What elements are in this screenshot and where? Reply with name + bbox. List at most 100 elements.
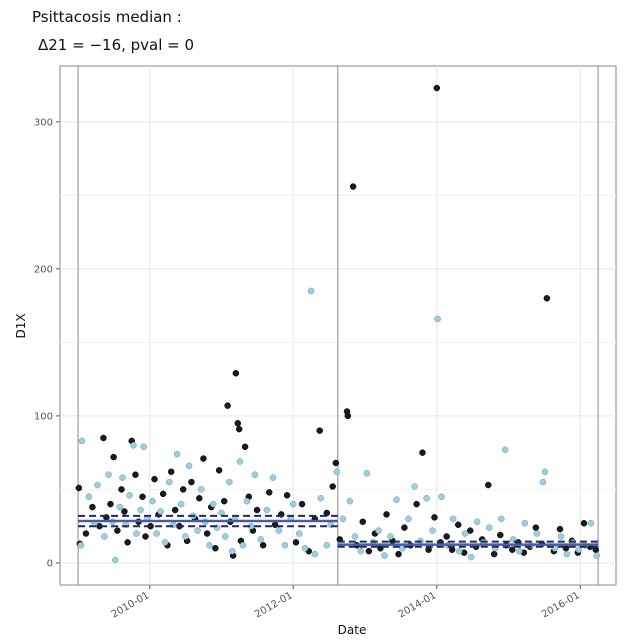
data-point-light (307, 287, 315, 295)
data-point-light (101, 533, 108, 540)
data-point-light (243, 497, 251, 505)
data-point-light (239, 542, 247, 549)
y-tick-label: 300 (34, 117, 53, 128)
data-point-dark (497, 531, 504, 539)
data-point-light (94, 481, 101, 489)
data-point-light (182, 533, 189, 540)
data-point-light (473, 518, 481, 526)
data-point-light (130, 442, 137, 449)
data-point-dark (75, 484, 83, 492)
data-point-light (461, 530, 469, 537)
data-point-dark (89, 503, 96, 511)
x-tick-label: 2014-01 (397, 590, 439, 620)
data-point-dark (234, 420, 242, 427)
data-point-light (263, 506, 271, 514)
data-point-dark (329, 483, 336, 490)
data-point-light (269, 474, 277, 481)
gridlines (60, 66, 616, 585)
data-point-dark (220, 497, 228, 505)
data-point-light (236, 458, 244, 465)
data-point-dark (159, 490, 167, 498)
data-point-light (333, 468, 341, 476)
data-point-light (516, 547, 523, 555)
x-tick-label: 2016-01 (540, 590, 582, 620)
x-axis-title: Date (338, 623, 367, 637)
data-point-dark (265, 489, 273, 496)
data-point-dark (82, 530, 90, 537)
data-point-light (194, 527, 201, 534)
data-point-light (533, 530, 541, 537)
data-point-light (486, 524, 493, 531)
data-point-dark (292, 539, 300, 546)
data-point-light (411, 483, 418, 490)
data-point-dark (543, 295, 551, 302)
data-point-light (161, 539, 169, 546)
data-point-light (226, 478, 233, 486)
data-point-dark (196, 495, 203, 502)
data-point-light (339, 515, 347, 523)
data-point-dark (316, 427, 323, 434)
data-point-light (78, 437, 86, 445)
data-point-dark (235, 425, 243, 433)
data-point-light (357, 547, 365, 555)
x-tick-label: 2010-01 (110, 590, 152, 620)
data-point-light (467, 553, 475, 561)
x-tick-label: 2012-01 (253, 590, 295, 620)
data-point-dark (431, 514, 438, 521)
data-point-light (281, 542, 289, 549)
data-point-light (112, 556, 119, 564)
title-line-1: Psittacosis median : (32, 8, 182, 26)
data-point-dark (188, 478, 195, 486)
data-point-light (133, 530, 140, 537)
data-point-light (363, 470, 371, 477)
data-point-dark (171, 506, 179, 514)
data-point-light (541, 468, 549, 476)
data-point-dark (359, 518, 367, 526)
data-point-dark (401, 524, 408, 531)
data-point-light (498, 515, 505, 523)
data-point-light (251, 471, 259, 478)
data-point-light (393, 496, 400, 503)
data-point-dark (110, 453, 117, 461)
data-point-dark (179, 486, 187, 493)
changepoint-lines (77, 66, 599, 585)
data-point-dark (490, 550, 498, 558)
data-point-dark (443, 533, 450, 540)
data-point-light (137, 506, 144, 514)
data-point-light (323, 542, 331, 549)
data-point-dark (124, 539, 131, 546)
data-point-dark (259, 542, 267, 549)
data-point-light (423, 495, 430, 502)
data-point-light (557, 533, 565, 540)
data-point-dark (395, 550, 402, 558)
data-point-dark (580, 519, 588, 527)
data-point-light (593, 552, 600, 559)
data-point-light (539, 478, 547, 486)
data-point-light (221, 533, 229, 540)
data-point-dark (419, 449, 426, 456)
data-point-light (149, 497, 156, 505)
data-point-dark (413, 500, 420, 508)
data-point-light (173, 450, 181, 458)
data-point-dark (232, 370, 240, 377)
data-point-light (429, 527, 436, 534)
y-axis-ticks: 0 100 200 300 (34, 117, 60, 569)
data-point-light (381, 552, 388, 559)
data-point-light (521, 519, 529, 527)
data-point-light (317, 495, 324, 502)
data-point-dark (253, 506, 261, 514)
data-point-dark (365, 547, 373, 555)
data-point-light (346, 497, 354, 505)
data-point-light (587, 519, 595, 527)
data-point-light (209, 500, 217, 508)
data-point-light (105, 471, 112, 478)
data-point-light (126, 492, 133, 499)
data-point-light (140, 443, 147, 451)
data-point-dark (241, 443, 249, 451)
data-point-light (296, 530, 303, 537)
data-point-dark (121, 508, 128, 515)
data-point-light (375, 527, 382, 534)
data-point-dark (283, 492, 291, 499)
